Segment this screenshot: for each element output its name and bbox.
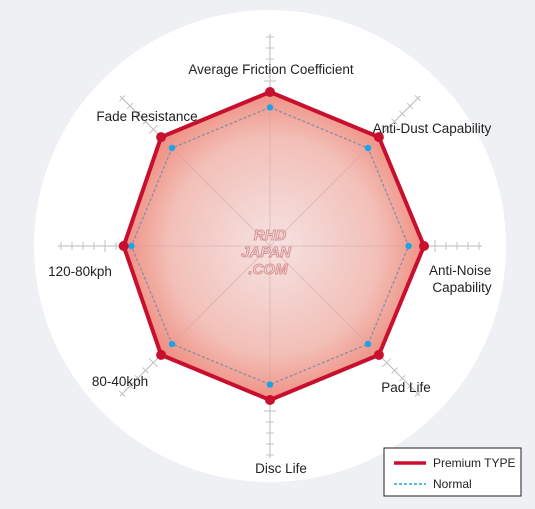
grid-tick [414, 95, 421, 102]
legend: Premium TYPE Normal [383, 447, 522, 497]
grid-tick [142, 118, 149, 125]
grid-tick [148, 124, 158, 134]
axis-label-120-80kph: 120-80kph [48, 264, 112, 279]
grid-tick [399, 375, 406, 382]
grid-tick [134, 375, 141, 382]
legend-box [383, 447, 522, 497]
grid-spoke-overlay-1 [269, 136, 380, 247]
normal-point-2 [405, 242, 412, 250]
watermark: RHD JAPAN .COM [241, 227, 293, 279]
premium-point-1 [373, 132, 384, 143]
grid-tick [406, 382, 414, 390]
axis-label-anti-noise-line-1: Anti-Noise [429, 263, 491, 278]
premium-point-3 [373, 349, 384, 360]
grid-spoke-overlay-7 [160, 136, 271, 247]
premium-point-6 [118, 241, 129, 251]
grid-spoke-overlay-5 [160, 245, 271, 356]
legend-label-premium: Premium TYPE [433, 456, 515, 470]
normal-point-0 [266, 104, 274, 111]
grid-spoke-overlay-3 [269, 245, 380, 356]
axis-label-disc-life: Disc Life [255, 461, 307, 476]
normal-point-3 [364, 340, 372, 348]
grid-tick [148, 358, 158, 368]
watermark-line-1: RHD [254, 227, 287, 244]
grid-tick [134, 110, 141, 117]
grid-tick [119, 95, 126, 102]
grid-tick [382, 124, 392, 134]
radar-series [116, 87, 429, 405]
grid-tick [119, 390, 126, 397]
axis-label-fade-resistance: Fade Resistance [96, 109, 197, 124]
grid-tick [414, 390, 421, 397]
grid-tick [391, 367, 398, 374]
grid-tick [142, 367, 149, 374]
premium-point-7 [156, 132, 167, 143]
watermark-line-2: JAPAN [241, 244, 292, 261]
premium-point-4 [265, 395, 275, 405]
axis-label-anti-noise-line-2: Capability [432, 280, 492, 295]
normal-point-1 [364, 144, 372, 152]
normal-point-4 [266, 381, 274, 388]
axis-label-anti-noise: Anti-Noise Capability [429, 263, 495, 295]
grid-tick [391, 118, 398, 125]
normal-point-6 [128, 242, 135, 250]
watermark-line-3: .COM [248, 261, 288, 278]
axis-label-average-friction: Average Friction Coefficient [188, 62, 354, 77]
normal-point-7 [168, 144, 176, 152]
series-normal-line [130, 106, 410, 386]
grid-tick [382, 358, 392, 368]
grid-tick [406, 102, 414, 110]
premium-point-0 [265, 87, 275, 97]
grid-tick [126, 382, 134, 390]
grid-tick [399, 110, 406, 117]
axis-label-pad-life: Pad Life [381, 380, 431, 395]
axis-label-80-40kph: 80-40kph [92, 374, 148, 389]
premium-point-2 [419, 241, 429, 251]
axis-label-anti-dust: Anti-Dust Capability [373, 121, 492, 136]
axis-labels: Average Friction Coefficient Anti-Dust C… [48, 62, 495, 476]
premium-point-5 [156, 349, 167, 360]
legend-label-normal: Normal [433, 477, 472, 491]
normal-point-5 [168, 340, 176, 348]
grid-tick [126, 102, 134, 110]
